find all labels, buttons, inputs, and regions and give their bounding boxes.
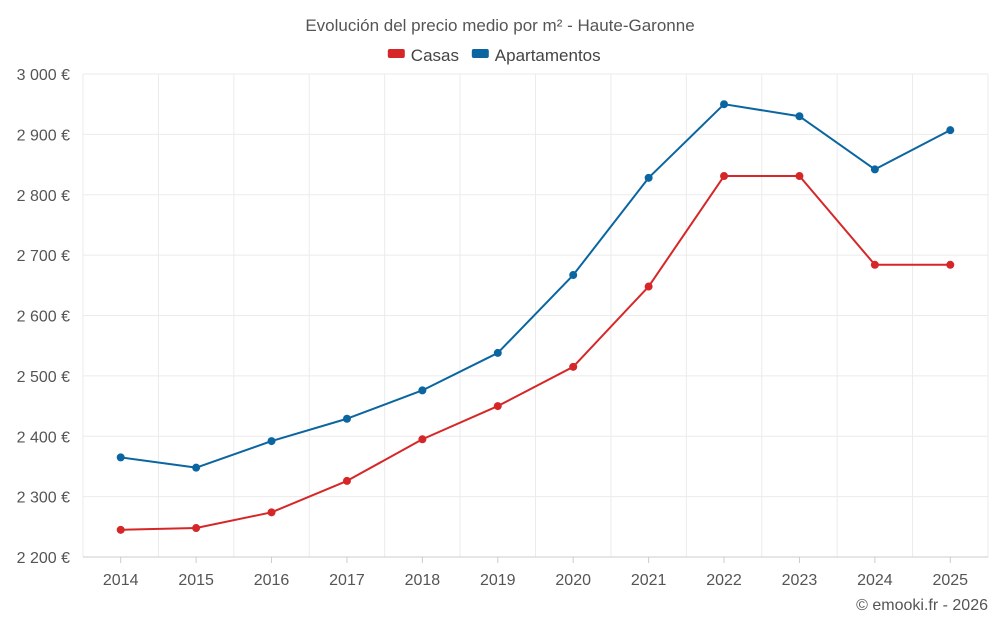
data-point-casas[interactable] bbox=[870, 260, 879, 269]
x-tick-label: 2024 bbox=[857, 572, 893, 589]
data-point-apartamentos[interactable] bbox=[342, 414, 351, 423]
x-tick-label: 2025 bbox=[932, 572, 968, 589]
x-tick-label: 2023 bbox=[782, 572, 818, 589]
y-tick-label: 2 900 € bbox=[17, 127, 70, 144]
data-point-casas[interactable] bbox=[342, 476, 351, 485]
data-point-apartamentos[interactable] bbox=[644, 173, 653, 182]
grid-layer bbox=[82, 73, 989, 558]
data-point-casas[interactable] bbox=[720, 172, 729, 181]
y-axis: 2 200 € 2 300 € 2 400 € 2 500 € 2 600 € 2 700… bbox=[17, 67, 70, 567]
data-point-casas[interactable] bbox=[644, 282, 653, 291]
x-tick-label: 2022 bbox=[706, 572, 742, 589]
chart-title: Evolución del precio medio por m² - Haut… bbox=[305, 16, 694, 35]
legend-swatch bbox=[387, 49, 405, 58]
x-tick-label: 2021 bbox=[631, 572, 667, 589]
data-point-apartamentos[interactable] bbox=[720, 100, 729, 109]
x-axis: 2014 2015 2016 2017 2018 2019 2020 2021 2022 2023… bbox=[103, 557, 968, 589]
x-tick-label: 2016 bbox=[254, 572, 290, 589]
data-point-apartamentos[interactable] bbox=[493, 348, 502, 357]
y-tick-label: 2 400 € bbox=[17, 429, 70, 446]
x-tick-label: 2020 bbox=[555, 572, 591, 589]
x-tick-label: 2014 bbox=[103, 572, 139, 589]
data-point-apartamentos[interactable] bbox=[569, 271, 578, 280]
legend: Casas Apartamentos bbox=[387, 46, 601, 65]
data-point-apartamentos[interactable] bbox=[267, 437, 276, 446]
data-point-casas[interactable] bbox=[493, 402, 502, 411]
y-tick-label: 2 600 € bbox=[17, 309, 70, 326]
series-line-casas bbox=[120, 175, 951, 531]
series-layer bbox=[116, 100, 955, 534]
y-tick-label: 2 700 € bbox=[17, 248, 70, 265]
x-tick-label: 2015 bbox=[178, 572, 214, 589]
legend-item-casas[interactable]: Casas bbox=[387, 46, 459, 65]
data-point-apartamentos[interactable] bbox=[946, 126, 955, 135]
data-point-apartamentos[interactable] bbox=[870, 165, 879, 174]
data-point-casas[interactable] bbox=[418, 435, 427, 444]
x-tick-label: 2018 bbox=[405, 572, 441, 589]
y-tick-label: 2 300 € bbox=[17, 490, 70, 507]
data-point-apartamentos[interactable] bbox=[116, 453, 125, 462]
data-point-apartamentos[interactable] bbox=[192, 463, 201, 472]
x-tick-label: 2019 bbox=[480, 572, 516, 589]
y-tick-label: 2 500 € bbox=[17, 369, 70, 386]
data-point-casas[interactable] bbox=[569, 362, 578, 371]
y-tick-label: 2 200 € bbox=[17, 550, 70, 567]
x-tick-label: 2017 bbox=[329, 572, 365, 589]
y-tick-label: 2 800 € bbox=[17, 188, 70, 205]
data-point-casas[interactable] bbox=[267, 508, 276, 517]
credit-text: © emooki.fr - 2026 bbox=[856, 597, 988, 614]
data-point-apartamentos[interactable] bbox=[418, 386, 427, 395]
legend-label: Casas bbox=[411, 46, 459, 65]
data-point-apartamentos[interactable] bbox=[795, 112, 804, 121]
data-point-casas[interactable] bbox=[946, 260, 955, 269]
data-point-casas[interactable] bbox=[795, 172, 804, 181]
y-tick-label: 3 000 € bbox=[17, 67, 70, 84]
data-point-casas[interactable] bbox=[116, 525, 125, 534]
data-point-casas[interactable] bbox=[192, 524, 201, 533]
legend-swatch bbox=[471, 49, 489, 58]
legend-label: Apartamentos bbox=[495, 46, 601, 65]
legend-item-apartamentos[interactable]: Apartamentos bbox=[471, 46, 601, 65]
series-line-apartamentos bbox=[120, 103, 951, 469]
